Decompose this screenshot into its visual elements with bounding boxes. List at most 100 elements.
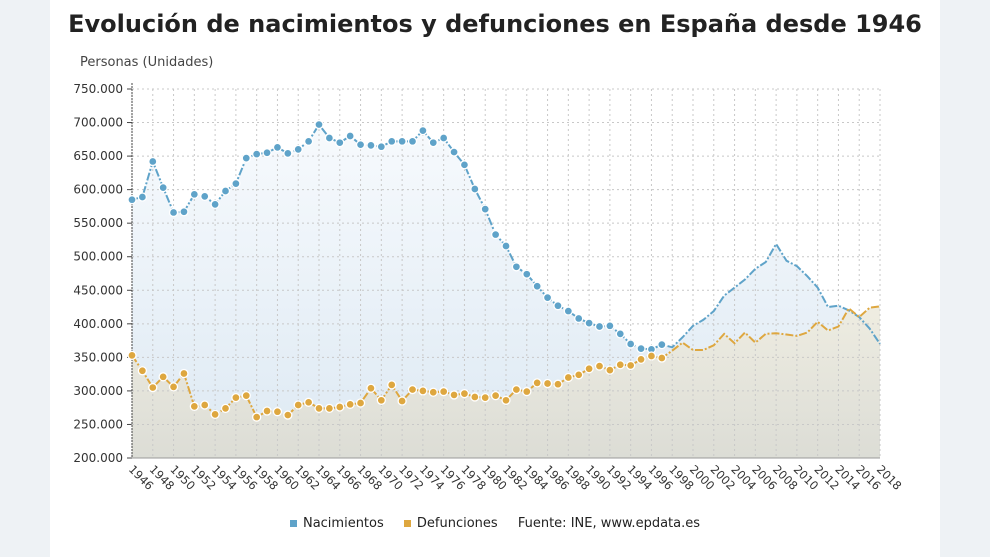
births-point (148, 156, 158, 167)
births-point (449, 147, 459, 157)
deaths-point (127, 350, 137, 361)
births-point (428, 138, 438, 148)
deaths-point (397, 396, 407, 406)
deaths-point (439, 386, 449, 397)
births-point (553, 301, 563, 311)
legend-label-defunciones: Defunciones (416, 516, 498, 531)
births-point (584, 318, 594, 328)
births-point (137, 192, 148, 202)
deaths-point (137, 366, 148, 376)
deaths-point (376, 395, 386, 405)
deaths-point (418, 386, 428, 396)
y-tick-label: 450.000 (73, 283, 123, 297)
births-point (657, 339, 667, 350)
deaths-point (459, 388, 470, 399)
deaths-point (563, 372, 573, 383)
births-point (511, 262, 522, 272)
deaths-point (303, 397, 314, 407)
deaths-point (189, 401, 199, 411)
births-point (252, 149, 262, 159)
deaths-point (168, 382, 179, 392)
deaths-point (470, 392, 480, 402)
deaths-point (355, 398, 366, 408)
births-point (303, 136, 314, 146)
births-point (387, 136, 397, 146)
births-point (532, 281, 542, 291)
births-point (314, 119, 324, 130)
deaths-point (501, 395, 511, 405)
births-point (522, 269, 532, 279)
deaths-point (345, 399, 355, 409)
births-point (210, 199, 220, 210)
y-tick-label: 250.000 (73, 417, 123, 431)
deaths-point (179, 368, 189, 379)
births-point (594, 321, 605, 332)
legend-item-defunciones[interactable]: Defunciones (403, 516, 498, 531)
deaths-point (490, 390, 501, 401)
deaths-point (522, 386, 532, 397)
births-point (376, 142, 386, 152)
deaths-point (594, 361, 605, 371)
deaths-point (272, 407, 283, 417)
deaths-point (532, 378, 542, 388)
births-point (158, 182, 168, 193)
deaths-point (605, 365, 615, 375)
y-tick-label: 650.000 (73, 149, 123, 163)
deaths-point (407, 384, 418, 395)
births-point (355, 140, 366, 150)
deaths-point (449, 390, 459, 400)
legend-swatch-nacimientos (289, 520, 297, 527)
births-point (168, 207, 179, 218)
births-point (220, 186, 231, 196)
deaths-point (314, 403, 324, 414)
deaths-point (262, 406, 272, 416)
births-point (200, 191, 210, 201)
y-tick-label: 300.000 (73, 384, 123, 398)
deaths-point (366, 383, 376, 393)
deaths-point (210, 409, 220, 420)
births-point (480, 204, 490, 214)
deaths-point (511, 384, 522, 395)
deaths-point (657, 353, 667, 363)
births-point (459, 160, 470, 170)
deaths-point (283, 410, 293, 420)
deaths-point (542, 378, 553, 389)
births-point (605, 321, 615, 331)
legend-label-nacimientos: Nacimientos (302, 516, 384, 531)
births-point (636, 343, 646, 354)
deaths-point (636, 354, 646, 365)
deaths-point (584, 364, 594, 374)
births-point (501, 241, 511, 251)
y-axis-label: Personas (Unidades) (80, 55, 214, 70)
deaths-point (387, 380, 397, 390)
births-point (397, 136, 407, 146)
deaths-point (220, 403, 231, 414)
y-tick-label: 550.000 (73, 216, 123, 230)
deaths-point (480, 392, 490, 403)
deaths-point (428, 387, 438, 397)
y-tick-label: 400.000 (73, 317, 123, 331)
births-point (127, 195, 137, 205)
chart-title: Evolución de nacimientos y defunciones e… (68, 10, 922, 38)
deaths-point (241, 390, 251, 401)
births-point (574, 313, 584, 324)
births-point (179, 207, 189, 217)
y-tick-label: 350.000 (73, 350, 123, 364)
births-point (626, 339, 636, 349)
deaths-point (158, 372, 168, 382)
births-point (563, 306, 573, 316)
births-point (262, 148, 272, 158)
y-tick-label: 500.000 (73, 250, 123, 264)
deaths-point (646, 351, 657, 361)
births-point (407, 136, 418, 146)
deaths-point (335, 402, 345, 412)
births-point (542, 293, 553, 303)
deaths-point (200, 400, 210, 410)
legend-item-nacimientos[interactable]: Nacimientos (289, 516, 384, 531)
legend-swatch-defunciones (403, 520, 411, 527)
births-point (324, 133, 335, 143)
births-point (615, 329, 625, 339)
births-point (189, 189, 199, 199)
births-point (335, 138, 345, 148)
